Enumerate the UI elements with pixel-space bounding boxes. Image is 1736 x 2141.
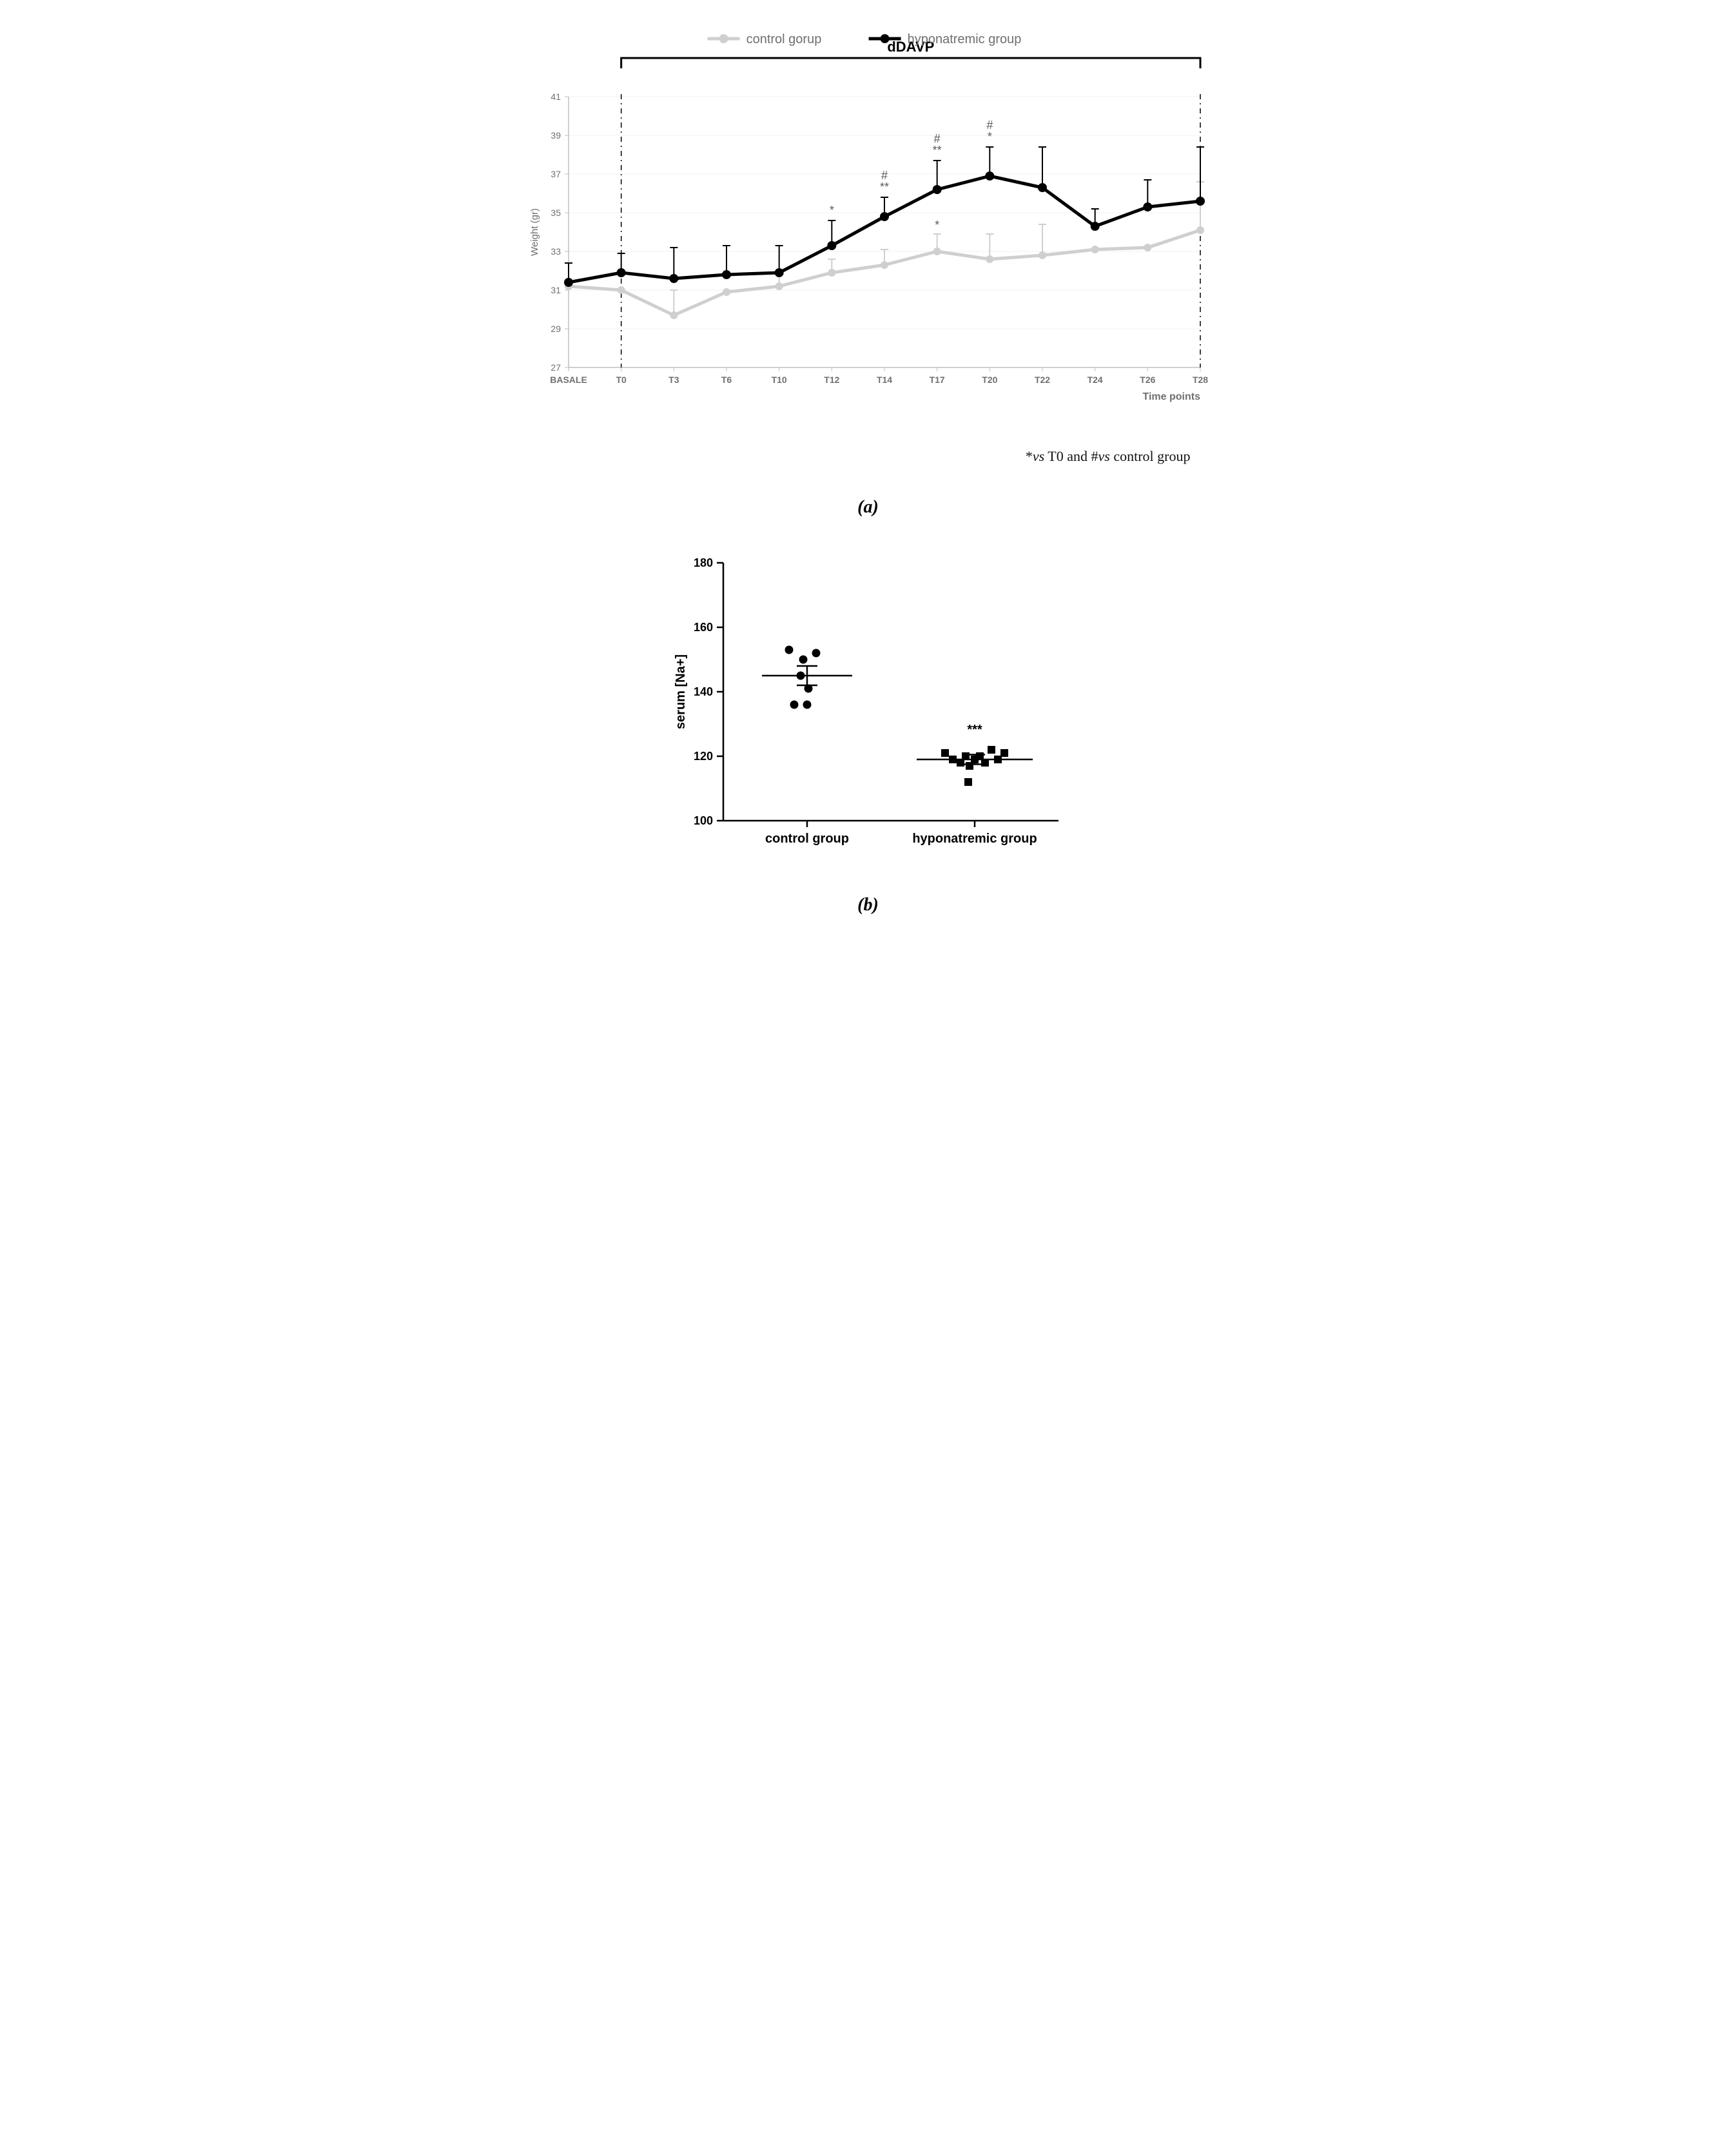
svg-text:T3: T3 [668, 375, 679, 385]
svg-text:T12: T12 [824, 375, 839, 385]
svg-text:#: # [986, 119, 993, 132]
panel-a-footnote: *vs T0 and #vs control group [546, 448, 1191, 465]
svg-text:160: 160 [693, 621, 712, 634]
svg-text:Time points: Time points [1142, 391, 1200, 402]
svg-text:140: 140 [693, 685, 712, 698]
svg-text:180: 180 [693, 556, 712, 569]
svg-text:T24: T24 [1087, 375, 1102, 385]
svg-text:37: 37 [551, 169, 561, 179]
panel-a: 27 29 31 33 35 37 39 41 BASALE T0 T3 T6 T10 T12 T14 T17… [523, 26, 1213, 416]
svg-text:T20: T20 [982, 375, 997, 385]
svg-text:*: * [935, 219, 939, 231]
svg-text:control gorup: control gorup [746, 32, 821, 46]
svg-text:T0: T0 [616, 375, 627, 385]
footnote-part: vs [1098, 448, 1110, 464]
footnote-part: vs [1033, 448, 1044, 464]
svg-text:39: 39 [551, 130, 561, 141]
svg-text:T28: T28 [1192, 375, 1207, 385]
svg-text:#: # [881, 169, 887, 182]
svg-text:***: *** [967, 723, 982, 737]
weight-line-chart: 27 29 31 33 35 37 39 41 BASALE T0 T3 T6 T10 T12 T14 T17… [523, 26, 1213, 413]
svg-text:T10: T10 [771, 375, 786, 385]
panel-b: 100 120 140 160 180 serum [Na+] control group h… [665, 550, 1071, 863]
serum-na-scatter: 100 120 140 160 180 serum [Na+] control group h… [665, 550, 1071, 859]
svg-text:100: 100 [693, 814, 712, 827]
svg-text:27: 27 [551, 362, 561, 373]
footnote-part: T0 and # [1044, 448, 1098, 464]
svg-text:hyponatremic group: hyponatremic group [912, 832, 1037, 846]
svg-text:31: 31 [551, 285, 561, 295]
footnote-part: control group [1110, 448, 1191, 464]
svg-text:T17: T17 [929, 375, 944, 385]
svg-text:120: 120 [693, 750, 712, 763]
panel-a-label: (a) [857, 497, 879, 518]
svg-text:T14: T14 [876, 375, 892, 385]
svg-text:**: ** [932, 144, 941, 157]
svg-text:BASALE: BASALE [550, 375, 587, 385]
svg-text:*: * [987, 130, 991, 143]
svg-text:Weight (gr): Weight (gr) [529, 208, 540, 256]
svg-text:T22: T22 [1034, 375, 1049, 385]
svg-text:hyponatremic group: hyponatremic group [907, 32, 1021, 46]
svg-text:**: ** [879, 181, 888, 193]
svg-text:serum [Na+]: serum [Na+] [674, 654, 688, 729]
svg-text:33: 33 [551, 246, 561, 257]
svg-text:T6: T6 [721, 375, 732, 385]
svg-text:29: 29 [551, 324, 561, 334]
svg-text:#: # [933, 132, 940, 145]
svg-text:41: 41 [551, 92, 561, 102]
svg-text:control group: control group [765, 832, 849, 846]
svg-text:35: 35 [551, 208, 561, 218]
svg-text:T26: T26 [1140, 375, 1155, 385]
panel-b-label: (b) [857, 895, 879, 915]
svg-text:*: * [829, 204, 834, 217]
footnote-part: * [1026, 448, 1033, 464]
